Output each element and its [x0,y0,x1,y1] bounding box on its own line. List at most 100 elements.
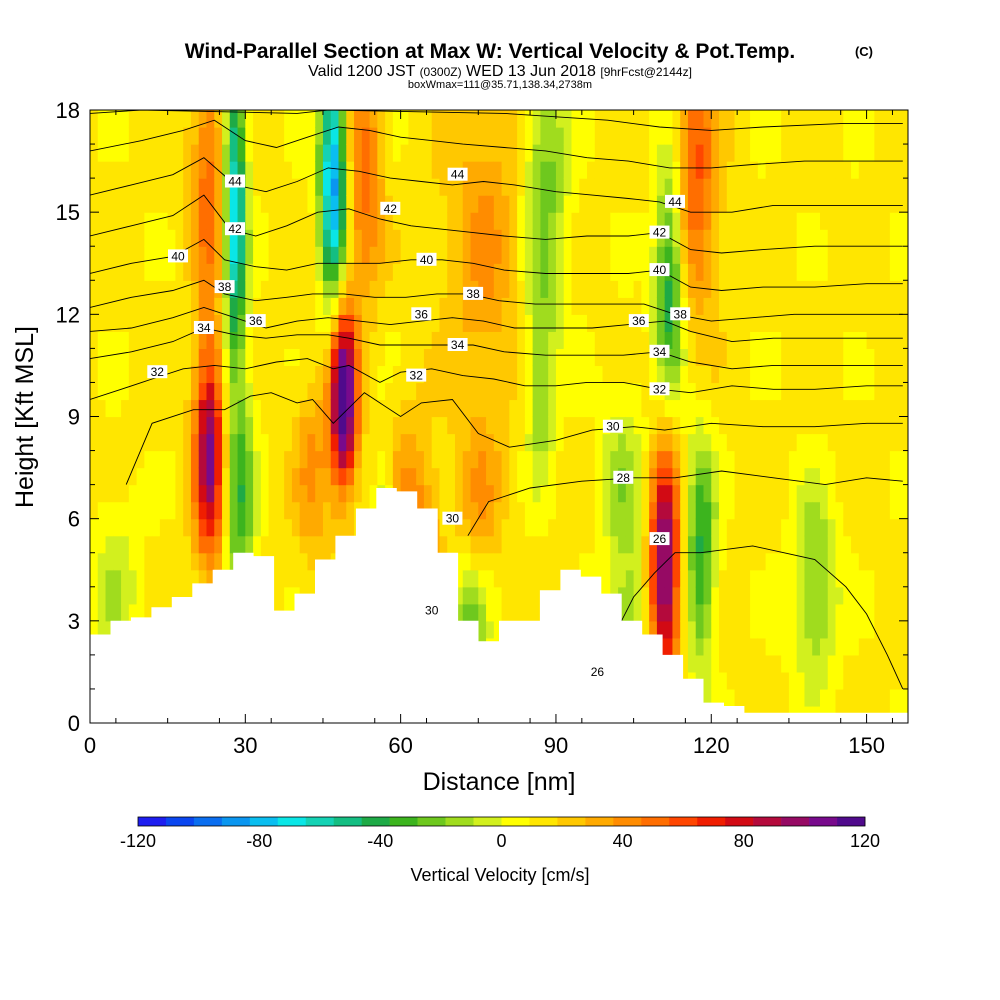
velocity-cell [97,331,107,349]
copyright-mark: (C) [855,44,873,59]
velocity-cell [664,518,674,537]
velocity-cell [851,195,860,213]
velocity-cell [548,212,557,230]
velocity-cell [97,450,107,469]
velocity-cell [711,467,720,486]
velocity-cell [423,382,433,401]
velocity-cell [563,297,573,315]
velocity-cell [641,518,650,537]
velocity-cell [284,552,293,571]
velocity-cell [540,280,549,298]
velocity-cell [237,348,246,367]
velocity-cell [385,110,394,128]
velocity-cell [587,552,596,571]
velocity-cell [354,161,363,179]
velocity-cell [571,518,580,537]
velocity-cell [90,586,99,605]
velocity-cell [804,433,813,452]
velocity-cell [128,433,138,452]
velocity-cell [268,127,277,145]
velocity-cell [719,535,728,554]
velocity-cell [587,484,596,503]
velocity-cell [757,229,767,247]
velocity-cell [563,382,573,401]
velocity-cell [680,552,689,571]
velocity-cell [377,263,386,281]
velocity-cell [392,467,402,486]
velocity-cell [400,280,409,298]
velocity-cell [222,246,231,264]
velocity-cell [113,144,122,162]
velocity-cell [734,365,743,384]
velocity-cell [633,501,642,520]
velocity-cell [377,280,386,298]
velocity-cell [369,144,378,162]
velocity-cell [866,484,875,503]
velocity-cell [144,501,153,520]
velocity-cell [346,433,355,452]
velocity-cell [827,552,837,571]
velocity-cell [695,620,705,639]
velocity-cell [687,382,697,401]
x-tick-label: 120 [693,733,730,758]
velocity-cell [462,246,472,264]
velocity-cell [882,586,891,605]
velocity-cell [113,484,122,503]
velocity-cell [540,569,549,588]
velocity-cell [680,127,689,145]
colorbar-tick-label: -80 [246,831,272,851]
contour-label-text: 36 [249,314,263,328]
velocity-cell [253,382,262,401]
velocity-cell [276,552,285,571]
velocity-cell [229,229,239,247]
velocity-cell [579,518,588,537]
velocity-cell [602,195,611,213]
velocity-cell [439,382,448,401]
velocity-cell [664,450,674,469]
velocity-cell [610,501,619,520]
velocity-cell [757,297,767,315]
velocity-cell [843,195,852,213]
velocity-cell [392,212,402,230]
contour-label-text: 26 [591,665,605,679]
velocity-cell [874,569,883,588]
velocity-cell [711,518,720,537]
velocity-cell [253,433,262,452]
velocity-cell [175,297,184,315]
velocity-cell [563,195,573,213]
velocity-cell [183,365,192,384]
velocity-cell [299,365,309,384]
velocity-cell [703,620,712,639]
velocity-cell [851,382,860,401]
velocity-cell [532,586,542,605]
velocity-cell [377,365,386,384]
velocity-cell [501,382,510,401]
velocity-cell [175,467,184,486]
velocity-cell [781,620,790,639]
velocity-cell [819,195,829,213]
colorbar-swatch [753,817,782,826]
velocity-cell [602,331,611,349]
velocity-cell [819,229,829,247]
velocity-cell [524,365,534,384]
velocity-cell [757,399,767,418]
velocity-cell [641,603,650,622]
velocity-cell [486,212,495,230]
velocity-cell [276,331,285,349]
velocity-cell [90,501,99,520]
velocity-cell [315,535,324,554]
velocity-cell [291,144,301,162]
velocity-cell [454,229,464,247]
velocity-cell [703,586,712,605]
velocity-cell [260,450,270,469]
velocity-cell [742,212,751,230]
velocity-cell [889,671,899,690]
velocity-cell [493,297,503,315]
velocity-cell [633,246,642,264]
velocity-cell [750,484,759,503]
velocity-cell [361,144,371,162]
velocity-cell [649,110,658,128]
velocity-cell [509,416,518,435]
velocity-cell [571,399,580,418]
velocity-cell [711,297,720,315]
